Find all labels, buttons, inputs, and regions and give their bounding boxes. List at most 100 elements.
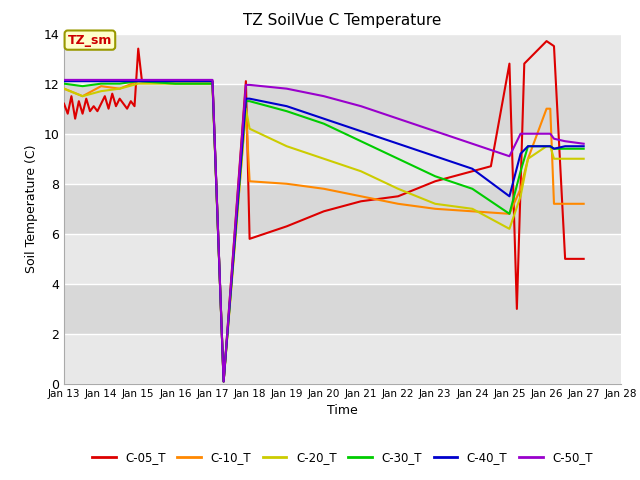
C-05_T: [93, 108, 101, 114]
C-10_T: [220, 379, 227, 384]
C-05_T: [86, 108, 94, 114]
C-05_T: [513, 306, 521, 312]
Line: C-30_T: C-30_T: [64, 81, 584, 382]
C-50_T: [543, 131, 550, 137]
C-30_T: [220, 379, 227, 384]
C-05_T: [79, 111, 86, 117]
C-50_T: [516, 131, 524, 137]
C-10_T: [134, 78, 142, 84]
Line: C-50_T: C-50_T: [64, 80, 584, 382]
C-05_T: [105, 106, 113, 111]
C-50_T: [431, 128, 439, 134]
C-20_T: [468, 206, 476, 212]
C-20_T: [506, 226, 513, 232]
C-05_T: [71, 116, 79, 121]
Line: C-20_T: C-20_T: [64, 84, 584, 382]
C-05_T: [116, 96, 124, 102]
C-10_T: [547, 106, 554, 111]
C-50_T: [246, 82, 253, 88]
C-20_T: [357, 168, 365, 174]
C-50_T: [357, 103, 365, 109]
C-05_T: [357, 198, 365, 204]
C-20_T: [97, 88, 105, 94]
C-30_T: [580, 146, 588, 152]
C-20_T: [320, 156, 328, 162]
C-10_T: [209, 81, 216, 86]
C-05_T: [75, 98, 83, 104]
C-10_T: [506, 211, 513, 216]
C-30_T: [79, 84, 86, 89]
C-20_T: [60, 86, 68, 92]
C-50_T: [60, 77, 68, 83]
C-30_T: [506, 211, 513, 216]
C-20_T: [283, 144, 291, 149]
Bar: [64, 34, 621, 84]
C-10_T: [394, 201, 402, 207]
C-40_T: [524, 144, 532, 149]
C-40_T: [506, 193, 513, 199]
C-50_T: [172, 77, 179, 83]
C-05_T: [90, 103, 97, 109]
C-05_T: [60, 101, 68, 107]
C-05_T: [124, 106, 131, 111]
C-05_T: [394, 193, 402, 199]
C-50_T: [283, 86, 291, 92]
C-40_T: [580, 144, 588, 149]
C-10_T: [60, 86, 68, 92]
C-05_T: [561, 256, 569, 262]
C-30_T: [524, 144, 532, 149]
C-20_T: [116, 86, 124, 92]
C-30_T: [547, 144, 554, 149]
Bar: [64, 134, 621, 184]
C-05_T: [68, 93, 76, 99]
C-20_T: [561, 156, 569, 162]
C-05_T: [138, 78, 146, 84]
C-05_T: [131, 103, 138, 109]
C-05_T: [543, 38, 550, 44]
C-20_T: [79, 93, 86, 99]
C-20_T: [580, 156, 588, 162]
Bar: [64, 234, 621, 284]
C-10_T: [79, 93, 86, 99]
C-20_T: [209, 81, 216, 86]
C-40_T: [550, 146, 558, 152]
C-50_T: [320, 93, 328, 99]
C-40_T: [246, 96, 253, 102]
C-40_T: [116, 78, 124, 84]
C-50_T: [97, 77, 105, 83]
C-20_T: [220, 379, 227, 384]
C-05_T: [220, 379, 227, 384]
C-05_T: [64, 111, 72, 117]
C-10_T: [116, 86, 124, 92]
Line: C-40_T: C-40_T: [64, 81, 584, 382]
C-50_T: [242, 82, 250, 88]
C-10_T: [580, 201, 588, 207]
C-30_T: [561, 146, 569, 152]
C-20_T: [547, 144, 554, 149]
C-05_T: [550, 43, 558, 49]
C-40_T: [209, 78, 216, 84]
C-05_T: [506, 61, 513, 67]
C-30_T: [357, 138, 365, 144]
C-50_T: [220, 379, 227, 384]
C-05_T: [246, 236, 253, 242]
C-10_T: [550, 201, 558, 207]
C-05_T: [209, 78, 216, 84]
C-10_T: [97, 84, 105, 89]
C-30_T: [134, 78, 142, 84]
C-10_T: [468, 208, 476, 214]
C-20_T: [543, 144, 550, 149]
C-05_T: [283, 224, 291, 229]
C-40_T: [220, 379, 227, 384]
C-50_T: [79, 77, 86, 83]
C-50_T: [550, 136, 558, 142]
C-10_T: [357, 193, 365, 199]
C-10_T: [283, 181, 291, 187]
C-10_T: [320, 186, 328, 192]
C-10_T: [543, 106, 550, 111]
C-20_T: [242, 106, 250, 111]
C-30_T: [209, 81, 216, 86]
C-20_T: [524, 156, 532, 162]
C-20_T: [172, 81, 179, 86]
C-40_T: [357, 128, 365, 134]
